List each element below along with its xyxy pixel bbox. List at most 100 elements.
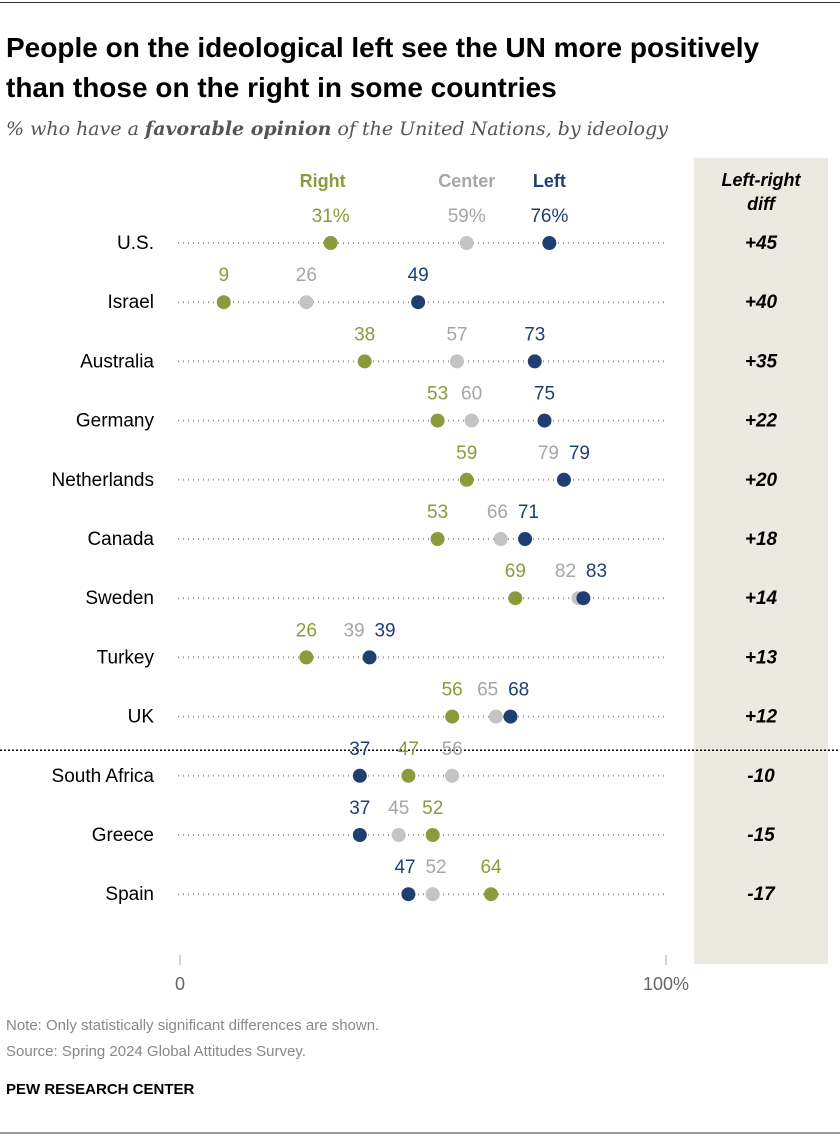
- dot: [401, 768, 416, 783]
- dot: [430, 532, 445, 546]
- legend-label: Left: [533, 171, 566, 191]
- dot: [425, 828, 440, 842]
- value-label: 37: [349, 739, 370, 760]
- dot: [362, 650, 377, 665]
- value-label: 39: [343, 620, 364, 641]
- dot: [445, 768, 460, 783]
- value-label: 26: [296, 620, 317, 641]
- dot: [450, 354, 465, 369]
- diff-label: +20: [745, 470, 778, 491]
- dot: [488, 709, 503, 724]
- value-label: 83: [586, 561, 607, 582]
- value-label: 47: [394, 857, 415, 878]
- value-label: 45: [388, 798, 409, 819]
- value-label: 59: [456, 443, 477, 464]
- dot: [425, 887, 440, 902]
- value-label: 52: [422, 798, 443, 819]
- category-label: Greece: [92, 825, 154, 846]
- value-label: 65: [477, 680, 498, 701]
- diff-header: Left-right diff: [721, 170, 801, 214]
- legend-label: Right: [300, 171, 346, 191]
- value-label: 56: [442, 680, 463, 701]
- note: Note: Only statistically significant dif…: [6, 1017, 380, 1034]
- dot: [464, 413, 479, 428]
- dot: [323, 236, 338, 250]
- x-tick-label: 100%: [643, 974, 689, 994]
- credit: PEW RESEARCH CENTER: [6, 1081, 195, 1098]
- dot: [430, 413, 445, 428]
- value-label: 31%: [312, 206, 350, 227]
- value-label: 9: [218, 265, 229, 286]
- top-rule: [0, 2, 840, 3]
- dot: [352, 828, 367, 842]
- dot: [411, 295, 426, 310]
- category-label: Australia: [80, 351, 154, 372]
- value-label: 59%: [448, 206, 486, 227]
- dot: [299, 650, 314, 665]
- value-label: 49: [408, 265, 429, 286]
- subtitle-part: favorable opinion: [145, 118, 332, 140]
- diff-label: +22: [745, 411, 778, 432]
- diff-label: +18: [745, 529, 778, 550]
- value-label: 53: [427, 384, 448, 405]
- subtitle-part: % who have a: [6, 118, 146, 140]
- diff-label: +40: [745, 292, 778, 313]
- diff-label: -15: [747, 825, 775, 846]
- dot: [445, 709, 460, 724]
- diff-label: -17: [747, 884, 776, 905]
- value-label: 79: [538, 443, 559, 464]
- diff-header-box: Left-right diff: [721, 170, 801, 214]
- dot: [391, 828, 406, 842]
- value-label: 64: [480, 857, 502, 878]
- value-label: 75: [534, 384, 555, 405]
- value-label: 47: [398, 739, 419, 760]
- subtitle-part: of the United Nations, by ideology: [331, 118, 669, 140]
- diff-label: +12: [745, 707, 778, 728]
- category-label: Spain: [105, 884, 154, 905]
- dot: [542, 236, 557, 250]
- chart-subtitle: % who have a favorable opinion of the Un…: [6, 118, 668, 140]
- value-label: 57: [446, 324, 467, 345]
- dot: [556, 472, 571, 487]
- category-label: U.S.: [117, 233, 154, 254]
- value-label: 66: [487, 502, 508, 523]
- value-label: 39: [374, 620, 395, 641]
- chart-title: People on the ideological left see the U…: [6, 32, 760, 103]
- dot: [503, 709, 518, 724]
- value-label: 26: [296, 265, 317, 286]
- value-label: 68: [508, 680, 529, 701]
- dot: [576, 591, 591, 606]
- category-label: Netherlands: [52, 470, 154, 491]
- dot: [401, 887, 416, 902]
- value-label: 82: [555, 561, 576, 582]
- category-label: South Africa: [52, 766, 155, 787]
- dot: [527, 354, 542, 369]
- category-label: Canada: [87, 529, 154, 550]
- dot: [352, 768, 367, 783]
- dot: [484, 887, 499, 902]
- value-label: 38: [354, 324, 375, 345]
- value-label: 53: [427, 502, 448, 523]
- diff-label: -10: [747, 766, 775, 787]
- category-label: Sweden: [85, 588, 154, 609]
- value-label: 73: [524, 324, 545, 345]
- diff-column-bg: [694, 158, 828, 964]
- value-label: 79: [569, 443, 590, 464]
- source: Source: Spring 2024 Global Attitudes Sur…: [6, 1043, 306, 1060]
- dot: [508, 591, 523, 606]
- value-label: 76%: [530, 206, 568, 227]
- dot: [357, 354, 372, 369]
- dot: [493, 532, 508, 546]
- category-label: UK: [128, 707, 155, 728]
- value-label: 69: [505, 561, 526, 582]
- dot: [518, 532, 533, 546]
- value-label: 60: [461, 384, 482, 405]
- value-label: 56: [442, 739, 463, 760]
- legend-label: Center: [438, 171, 495, 191]
- diff-label: +45: [745, 233, 778, 254]
- diff-label: +14: [745, 588, 778, 609]
- value-label: 71: [518, 502, 539, 523]
- diff-label: +13: [745, 647, 778, 668]
